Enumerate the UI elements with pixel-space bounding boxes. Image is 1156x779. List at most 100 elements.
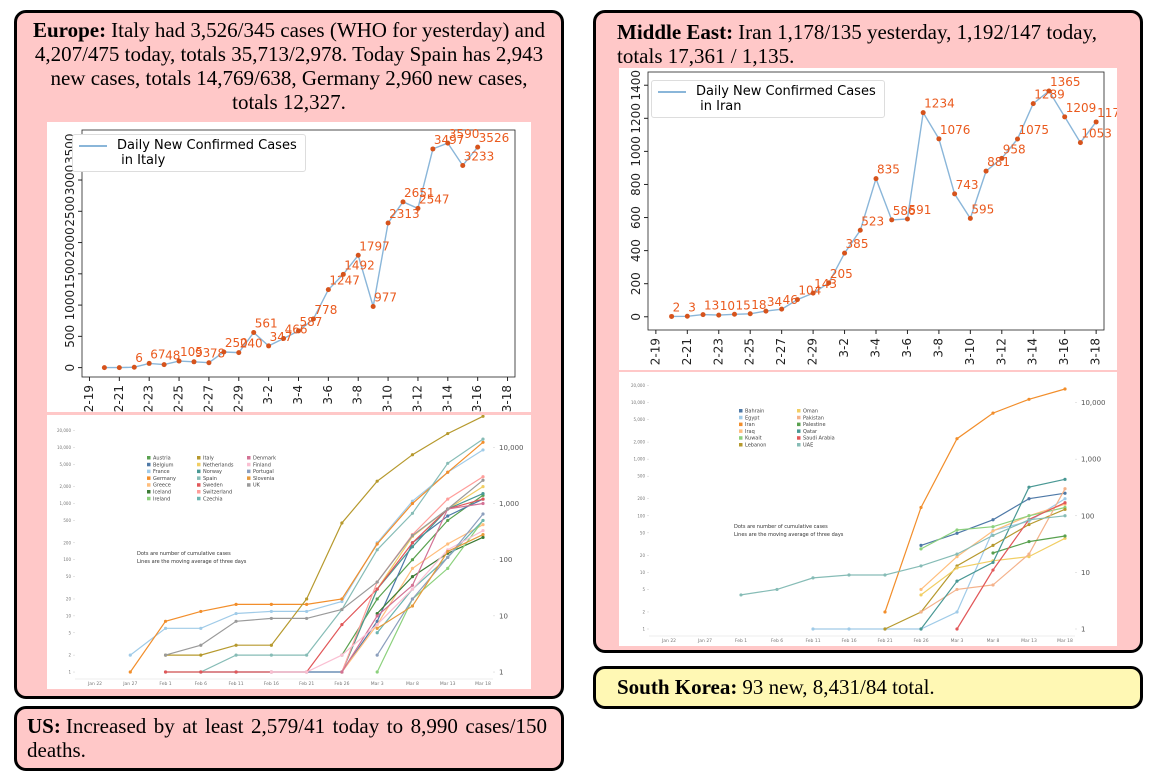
data-point — [305, 653, 309, 657]
x-tick-label: Feb 21 — [877, 638, 892, 644]
legend-swatch — [739, 415, 743, 420]
x-tick-label: Mar 8 — [406, 681, 419, 687]
legend-label: Iran — [745, 422, 755, 428]
data-point — [955, 579, 959, 583]
annotation: Lines are the moving average of three da… — [137, 559, 247, 565]
y2-tick-label: 10,000 — [1081, 399, 1106, 407]
legend-swatch — [247, 462, 251, 467]
legend-swatch — [739, 422, 743, 427]
data-point — [1093, 119, 1099, 125]
legend-swatch — [247, 469, 251, 474]
data-point — [1027, 397, 1031, 401]
legend-swatch — [797, 422, 801, 427]
series-line — [341, 493, 484, 673]
y2-tick-label: 1,000 — [1081, 456, 1101, 464]
data-label: 561 — [255, 317, 278, 331]
y-tick-label: 200 — [637, 496, 645, 501]
data-point — [340, 670, 344, 674]
y-tick-label: 2500 — [63, 196, 77, 227]
data-label: 240 — [240, 337, 263, 351]
data-point — [883, 627, 887, 631]
data-label: 778 — [314, 303, 337, 317]
data-point — [991, 560, 995, 565]
legend-label: Denmark — [253, 456, 276, 462]
data-point — [370, 304, 376, 310]
x-tick-label: 2-19 — [648, 338, 662, 365]
data-point — [1015, 136, 1021, 142]
legend-swatch — [147, 476, 151, 480]
data-point — [481, 478, 485, 482]
data-label: 67 — [150, 347, 165, 361]
data-point — [296, 328, 301, 334]
data-point — [400, 199, 406, 205]
data-point — [1063, 534, 1067, 538]
data-point — [883, 573, 887, 577]
legend-swatch — [797, 429, 801, 433]
data-point — [955, 555, 959, 559]
y-tick-label: 20 — [66, 596, 72, 601]
data-point — [410, 511, 415, 515]
y2-tick-label: 10,000 — [499, 444, 524, 452]
legend-label: Portugal — [253, 469, 274, 475]
data-point — [889, 217, 895, 223]
data-point — [269, 643, 273, 647]
legend-swatch — [197, 476, 201, 480]
y-tick-label: 5 — [642, 587, 645, 592]
x-tick-label: 3-18 — [1089, 338, 1103, 365]
x-tick-label: Mar 13 — [440, 681, 456, 687]
data-point — [481, 518, 485, 523]
legend-label: Spain — [203, 476, 217, 482]
x-tick-label: Mar 3 — [371, 681, 384, 687]
middle-east-text: Middle East: Iran 1,178/135 yesterday, 1,… — [617, 20, 1127, 68]
data-point — [131, 364, 137, 370]
x-tick-label: 2-29 — [231, 385, 245, 412]
y-tick-label: 100 — [637, 513, 645, 518]
data-point — [991, 529, 995, 533]
data-point — [269, 670, 273, 674]
south-korea-text: South Korea: 93 new, 8,431/84 total. — [617, 675, 1127, 699]
data-label: 48 — [165, 349, 180, 363]
y-tick-label: 20 — [640, 553, 646, 558]
data-point — [163, 626, 168, 630]
data-point — [310, 316, 316, 322]
data-point — [445, 140, 451, 146]
data-point — [234, 643, 238, 647]
data-point — [991, 518, 995, 522]
data-label: 881 — [987, 155, 1010, 169]
legend-label: Oman — [803, 409, 818, 415]
x-tick-label: 3-2 — [261, 385, 275, 405]
data-label: 1797 — [359, 239, 390, 253]
legend-swatch — [658, 91, 686, 93]
data-point — [410, 533, 415, 538]
series-line — [165, 438, 484, 673]
x-tick-label: Feb 11 — [229, 681, 244, 687]
data-point — [919, 587, 923, 592]
data-point — [410, 604, 415, 608]
data-point — [199, 609, 203, 614]
data-point — [747, 311, 753, 317]
legend-label: Bahrain — [745, 409, 764, 415]
data-point — [1063, 477, 1067, 481]
data-point — [340, 653, 344, 657]
data-point — [847, 627, 851, 631]
data-point — [340, 271, 346, 277]
data-point — [952, 191, 958, 197]
x-tick-label: 2-21 — [112, 385, 126, 412]
iran-daily-chart: 0 200 400 600 800 1000 1200 1400 2-19 2-21 2-23 2-2… — [619, 68, 1117, 370]
x-tick-label: Mar 3 — [951, 638, 964, 644]
data-point — [460, 162, 466, 168]
x-tick-label: 3-12 — [994, 338, 1008, 365]
data-point — [1027, 522, 1031, 527]
data-point — [176, 358, 182, 364]
data-point — [269, 653, 273, 657]
legend-label: Germany — [153, 476, 176, 482]
data-point — [716, 312, 722, 318]
x-tick-label: 3-2 — [837, 338, 851, 358]
data-label: 1178 — [1097, 106, 1117, 120]
x-tick-label: 2-21 — [680, 338, 694, 365]
data-label: 1209 — [1066, 101, 1097, 115]
data-point — [234, 670, 238, 674]
data-label: 2547 — [419, 192, 450, 206]
legend-label: Italy — [203, 456, 214, 462]
data-point — [375, 614, 379, 618]
